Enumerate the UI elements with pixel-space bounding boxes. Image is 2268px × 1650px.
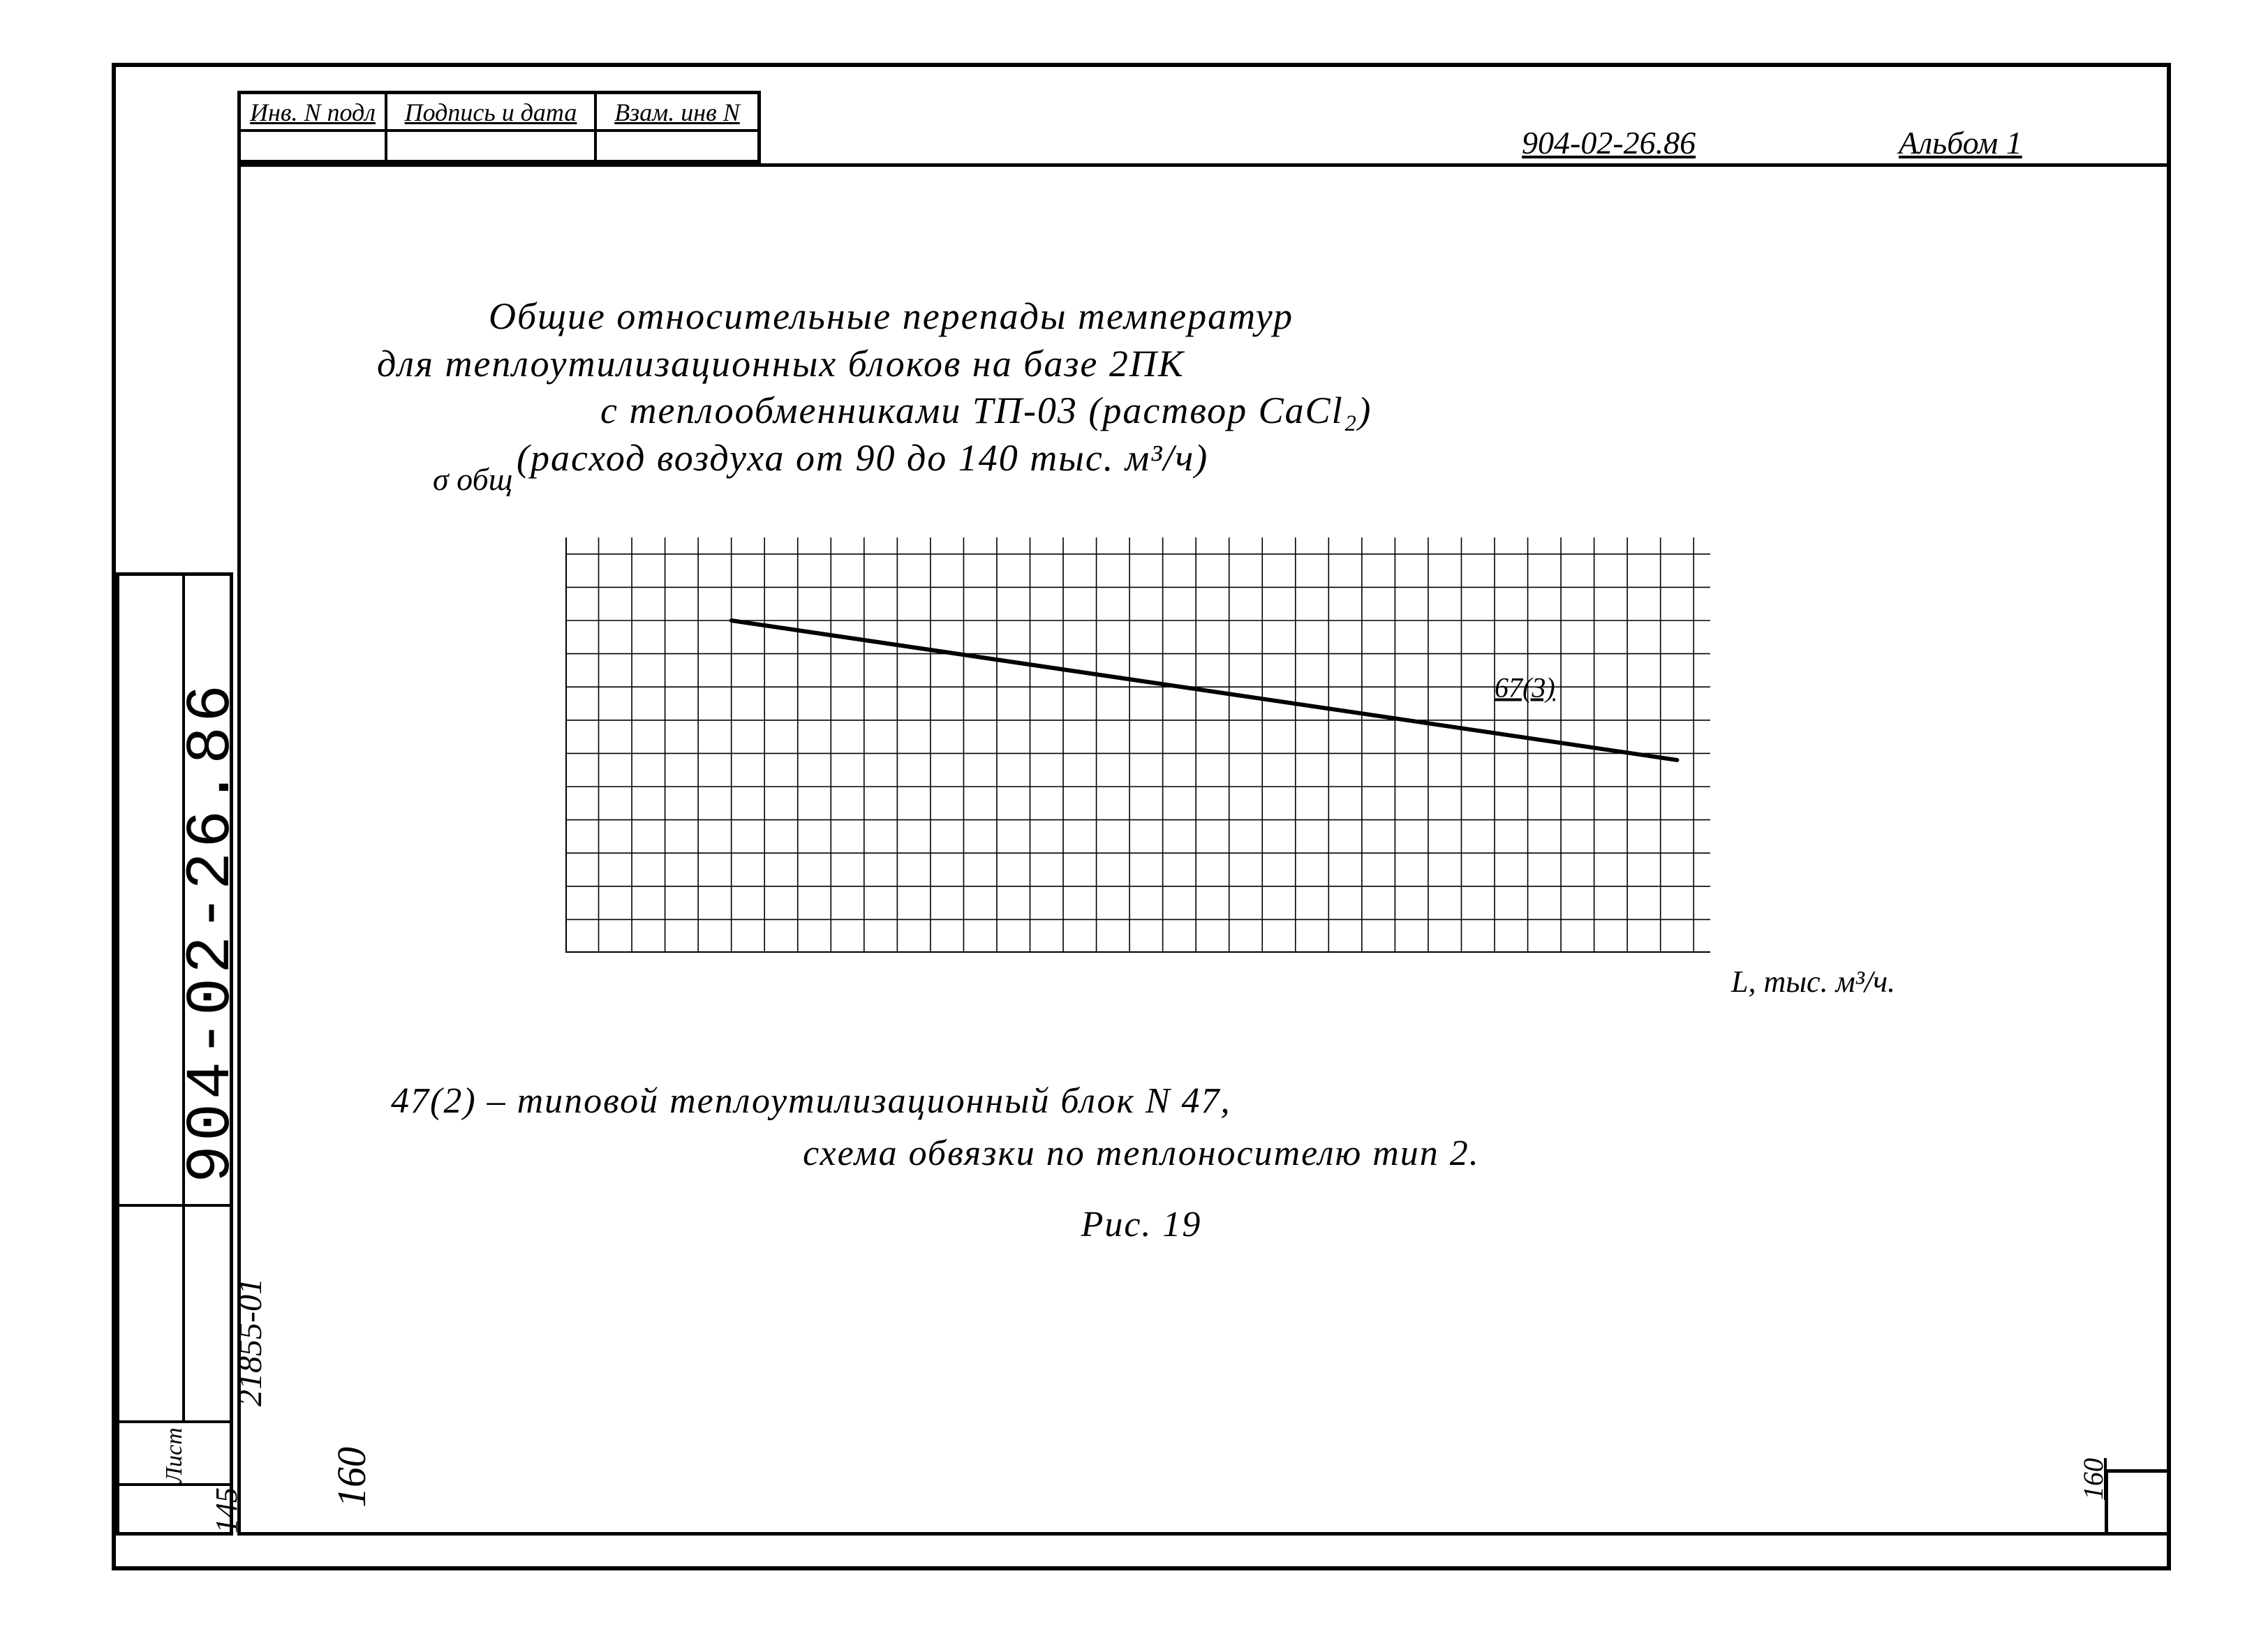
chart-svg: 80901001101201301400,30,467(3) (565, 537, 1710, 953)
title-line: (расход воздуха от 90 до 140 тыс. м³/ч) (377, 435, 1913, 482)
left-sheet-label: Лист (161, 1427, 188, 1483)
stamp-label: Взам. инв N (597, 100, 757, 125)
album-label: Альбом 1 (1899, 124, 2022, 161)
stamp-divider (241, 129, 385, 132)
y-axis-label: σ общ (433, 461, 512, 498)
chart-title: Общие относительные перепады температур … (377, 293, 1913, 482)
stamp-cell-sign: Подпись и дата (387, 94, 597, 160)
caption-line: схема обвязки по теплоносителю тип 2. (391, 1127, 1892, 1180)
left-sheet-num: 145 (209, 1487, 244, 1533)
stamp-label: Подпись и дата (387, 100, 594, 125)
left-block-divider (119, 1420, 230, 1423)
page-number: 160 (2077, 1458, 2110, 1500)
stamp-divider (597, 129, 757, 132)
stamp-cell-vzam: Взам. инв N (597, 94, 757, 160)
x-axis-label: L, тыс. м³/ч. (1731, 964, 1895, 999)
stamp-label: Инв. N подл (241, 100, 385, 125)
left-block-divider (119, 1204, 230, 1207)
caption-line: 47(2) – типовой теплоутилизационный блок… (391, 1075, 1892, 1127)
left-margin-block: 904-02-26.86 21855-01 Лист 145 (116, 572, 233, 1536)
title-block-stamps: Инв. N подл Подпись и дата Взам. инв N (237, 91, 761, 163)
title-line: для теплоутилизационных блоков на базе 2… (377, 341, 1913, 388)
chart-caption: 47(2) – типовой теплоутилизационный блок… (391, 1075, 1892, 1251)
chart: 80901001101201301400,30,467(3) (565, 537, 1710, 953)
title-line: Общие относительные перепады температур (377, 293, 1913, 341)
stamp-cell-inv: Инв. N подл (241, 94, 387, 160)
left-doc-code: 904-02-26.86 (177, 681, 248, 1183)
left-order-num: 21855-01 (231, 1278, 269, 1406)
title-line: с теплообменниками ТП-03 (раствор CaCl₂) (377, 387, 1913, 435)
doc-code-header: 904-02-26.86 (1522, 124, 1696, 161)
page-number-box: 160 (2105, 1469, 2167, 1532)
loose-page-num: 160 (328, 1447, 375, 1508)
left-block-divider (119, 1483, 230, 1486)
stamp-divider (387, 129, 594, 132)
figure-number: Рис. 19 (391, 1198, 1892, 1251)
line-label: 67(3) (1495, 671, 1555, 703)
